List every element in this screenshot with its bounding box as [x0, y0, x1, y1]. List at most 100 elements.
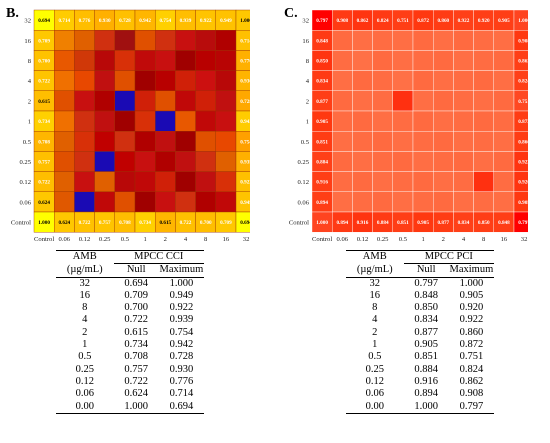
table-c-cell: 0.797 — [414, 277, 438, 289]
heatmap-c-value-label: 0.862 — [357, 18, 369, 24]
heatmap-c-cell — [372, 151, 393, 172]
heatmap-c-y-tick-label: 4 — [306, 78, 310, 85]
table-c-null-header: Null — [403, 263, 449, 278]
heatmap-b-cell — [154, 171, 176, 193]
heatmap-c-cell — [493, 151, 515, 172]
heatmap-b-value-label: 0.776 — [240, 59, 250, 65]
heatmap-c-x-tick-label: 32 — [521, 236, 528, 243]
table-c-row: 16 0.848 0.905 — [346, 290, 494, 302]
table-b-cell: 0.25 — [75, 363, 94, 375]
heatmap-c-cell — [332, 171, 353, 193]
heatmap-c-x-tick-label: 0.12 — [357, 236, 369, 243]
heatmap-b-y-tick-label: 16 — [24, 38, 31, 45]
table-c-row: 32 0.797 1.000 — [346, 277, 494, 290]
heatmap-c-cell — [473, 110, 495, 132]
heatmap-b-cell — [215, 90, 237, 112]
heatmap-c-cell — [392, 70, 414, 91]
heatmap-b-cell — [215, 191, 237, 213]
table-b-cell: 0.754 — [169, 326, 194, 338]
heatmap-b-cell — [195, 30, 217, 51]
heatmap-b-cell — [215, 70, 237, 91]
heatmap-b-value-label: 0.942 — [139, 18, 151, 24]
heatmap-b-value-label: 0.949 — [220, 18, 232, 24]
table-c-cell: 0.922 — [459, 314, 484, 326]
heatmap-c-cell — [473, 171, 495, 193]
heatmap-c-cell — [412, 110, 434, 132]
heatmap-b-x-tick-label: 0.25 — [99, 236, 111, 243]
heatmap-b-value-label: 1.000 — [38, 220, 50, 226]
heatmap-b-cell — [94, 130, 115, 152]
heatmap-b-y-tick-label: Control — [11, 220, 31, 227]
heatmap-b-cell — [94, 191, 115, 213]
heatmap-c-cell — [493, 110, 515, 132]
table-b-cell: 0.728 — [169, 351, 194, 363]
heatmap-c-y-tick-label: 8 — [306, 58, 310, 65]
heatmap-b-cell — [215, 130, 237, 152]
heatmap-b-value-label: 0.722 — [38, 180, 50, 186]
table-b-maximum-header: Maximum — [158, 263, 204, 278]
heatmap-c-cell — [352, 90, 373, 112]
heatmap-c-cell — [432, 191, 454, 213]
heatmap-c-cell — [372, 171, 393, 193]
heatmap-c-value-label: 0.905 — [417, 220, 429, 226]
heatmap-b-y-tick-label: 2 — [28, 98, 31, 105]
heatmap-c-cell — [453, 50, 474, 71]
heatmap-c-cell — [432, 50, 454, 71]
heatmap-b-cell — [54, 151, 75, 172]
heatmap-c-cell — [412, 191, 434, 213]
heatmap-c-cell — [332, 90, 353, 112]
heatmap-b-cell — [195, 171, 217, 193]
heatmap-c-cell — [372, 130, 393, 152]
table-c-cell: 1 — [372, 339, 378, 351]
heatmap-b-cell — [114, 90, 136, 112]
table-c-maximum-header: Maximum — [448, 263, 494, 278]
heatmap-b-value-label: 0.722 — [79, 220, 91, 226]
heatmap-c-cell — [453, 171, 474, 193]
heatmap-b-cell — [74, 70, 95, 91]
table-c-cell: 0.877 — [414, 326, 438, 338]
table-c-row: 0.5 0.851 0.751 — [346, 351, 494, 363]
heatmap-b-value-label: 0.714 — [240, 38, 250, 44]
heatmap-c-cell — [392, 110, 414, 132]
heatmap-c-value-label: 0.884 — [377, 220, 389, 226]
heatmap-c-y-tick-label: 0.12 — [297, 179, 309, 186]
heatmap-c-cell — [432, 130, 454, 152]
table-c-cell: 0.905 — [459, 289, 484, 301]
heatmap-c-cell — [432, 90, 454, 112]
heatmap-b-value-label: 0.776 — [79, 18, 91, 24]
heatmap-c-value-label: 0.920 — [478, 18, 490, 24]
table-c-row: 2 0.877 0.860 — [346, 327, 494, 339]
table-c-cell: 1.000 — [403, 400, 449, 414]
heatmap-c-cell — [392, 90, 414, 112]
heatmap-c-cell — [332, 70, 353, 91]
table-b-cell: 1.000 — [113, 400, 159, 414]
heatmap-b-cell — [154, 70, 176, 91]
heatmap-b-cell — [94, 171, 115, 193]
heatmap-b-cell — [134, 50, 156, 71]
table-b-row: 8 0.700 0.922 — [56, 302, 204, 314]
table-b-cell: 0.949 — [169, 289, 194, 301]
heatmap-b-y-tick-label: 1 — [28, 119, 31, 126]
heatmap-c-value-label: 0.877 — [316, 99, 328, 105]
heatmap-c-value-label: 0.848 — [316, 38, 328, 44]
heatmap-b-cell — [54, 30, 75, 51]
heatmap-b-cell — [94, 70, 115, 91]
heatmap-c-cell — [372, 191, 393, 213]
table-b-row: 2 0.615 0.754 — [56, 327, 204, 339]
table-b-cell: 0.708 — [124, 351, 148, 363]
heatmap-c-x-tick-label: 1 — [421, 236, 424, 243]
table-c-cell: 32 — [369, 277, 381, 289]
heatmap-b-cell — [215, 171, 237, 193]
heatmap-b-y-tick-label: 0.25 — [19, 159, 31, 166]
heatmap-c-value-label: 0.797 — [316, 18, 328, 24]
heatmap-b-value-label: 0.754 — [240, 139, 250, 145]
heatmap-b-cell — [134, 151, 156, 172]
heatmap-c-value-label: 0.850 — [478, 220, 490, 226]
heatmap-b-value-label: 0.949 — [240, 200, 250, 206]
table-b-null-header: Null — [113, 263, 159, 278]
heatmap-b-cell — [175, 151, 196, 172]
heatmap-b-cell — [175, 191, 196, 213]
heatmap-c-value-label: 0.884 — [316, 160, 328, 166]
heatmap-c-value-label: 1.000 — [316, 220, 328, 226]
table-b-cell: 0.624 — [124, 388, 148, 400]
